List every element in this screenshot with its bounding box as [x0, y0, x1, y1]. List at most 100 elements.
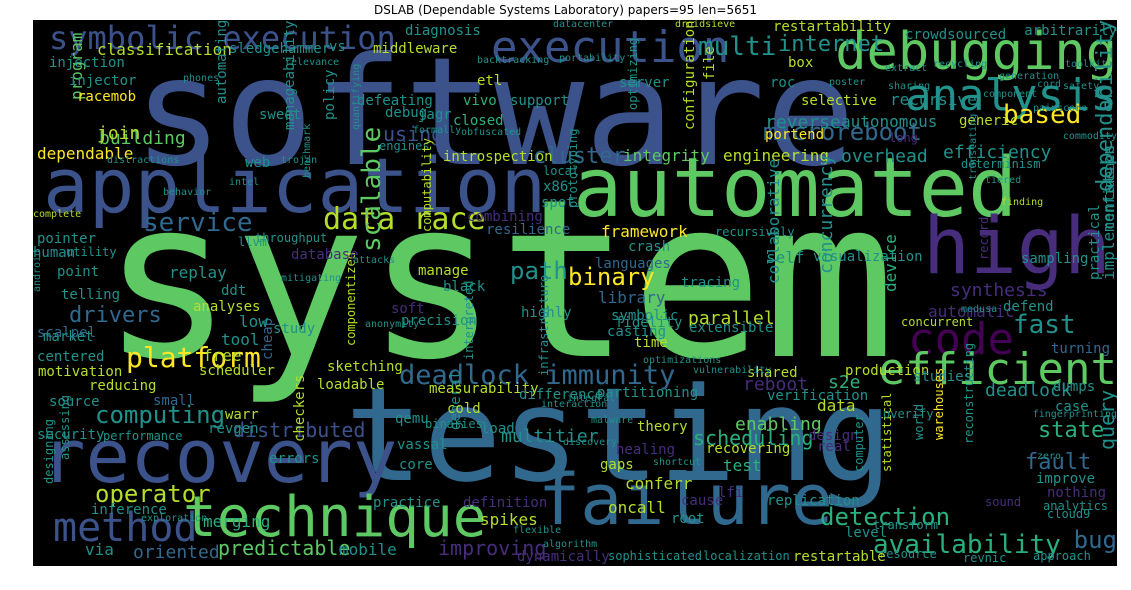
word-oriented: oriented: [133, 542, 220, 563]
word-resource: resource: [879, 547, 937, 561]
word-spot: spot: [541, 195, 575, 211]
word-commodity: commodity: [1062, 131, 1117, 142]
word-policy: policy: [322, 69, 338, 120]
word-warr: warr: [225, 407, 259, 423]
word-black: black: [443, 279, 486, 295]
word-automating: automating: [214, 20, 230, 105]
word-classification: classification: [97, 40, 232, 59]
word-sharing: sharing: [888, 81, 931, 92]
word-technique: technique: [183, 485, 487, 550]
word-real: real: [817, 439, 851, 455]
word-bug: bug: [1073, 526, 1117, 554]
word-multi: multi: [698, 32, 777, 62]
word-loadable: loadable: [317, 377, 385, 393]
word-extensible: extensible: [689, 320, 774, 336]
word-revgen: revgen: [208, 421, 259, 437]
word-sketching: sketching: [327, 359, 403, 375]
word-component: component: [983, 89, 1038, 100]
word-behavior: behavior: [163, 187, 212, 198]
word-building: building: [99, 128, 186, 149]
word-human: human: [33, 245, 76, 261]
word-flexible: flexible: [513, 525, 562, 536]
word-scalpel: scalpel: [37, 325, 97, 341]
word-symbolic: symbolic: [611, 308, 679, 324]
word-engineering: engineering: [723, 146, 829, 165]
word-integrity: integrity: [623, 146, 710, 165]
word-gaps: gaps: [600, 457, 634, 473]
word-manage: manage: [418, 263, 469, 279]
word-assessing: assessing: [58, 394, 72, 460]
word-root: root: [671, 511, 705, 527]
word-join: join: [97, 123, 141, 144]
word-recursive: recursive: [890, 90, 977, 109]
word-security: security: [37, 427, 105, 443]
word-roc: roc: [770, 75, 796, 91]
word-internet: internet: [778, 32, 884, 57]
word-scheduling: scheduling: [693, 426, 814, 450]
word-generation: generation: [999, 71, 1060, 82]
word-centered: centered: [37, 349, 105, 365]
word-theory: theory: [637, 419, 688, 435]
word-operator: operator: [95, 480, 211, 508]
word-system: system: [101, 152, 896, 408]
word-fault: fault: [1025, 450, 1092, 475]
word-cluster: cluster: [533, 144, 626, 169]
word-qemu: qemu: [395, 411, 429, 427]
word-droidsieve: droidsieve: [675, 20, 736, 30]
word-parallel: parallel: [688, 308, 775, 329]
word-cold: cold: [447, 401, 481, 417]
word-closed: closed: [453, 113, 504, 129]
word-combining: combining: [467, 209, 543, 225]
word-device: device: [881, 234, 900, 292]
word-cloud: system software testing automated applicatio…: [33, 20, 1117, 566]
word-record: record: [977, 216, 991, 260]
word-confidence: confidence: [1102, 145, 1117, 230]
word-extract: extract: [885, 63, 928, 74]
word-tiered: tiered: [985, 175, 1022, 186]
word-recycling: recycling: [933, 59, 988, 70]
word-based: based: [1003, 100, 1082, 130]
word-distributed: distributed: [233, 418, 366, 442]
word-complete: complete: [33, 209, 82, 220]
word-source: source: [49, 394, 100, 410]
word-finding: finding: [1001, 197, 1044, 208]
word-designing: designing: [42, 418, 56, 484]
word-market: market: [43, 329, 94, 345]
word-automatic: automatic: [928, 302, 1015, 321]
word-vivo: vivo: [463, 93, 497, 109]
word-toolkit: toolkit: [1065, 59, 1108, 70]
word-data: data: [817, 396, 856, 415]
word-difference: difference: [519, 387, 604, 403]
word-injector: injector: [69, 73, 137, 89]
word-binary: binary: [568, 263, 655, 291]
word-formally: formally: [413, 125, 462, 136]
word-benchmark: benchmark: [302, 123, 313, 178]
word-core: core: [399, 457, 433, 473]
word-approach: approach: [1033, 549, 1091, 563]
word-poster: poster: [829, 77, 866, 88]
word-restartability: restartability: [773, 20, 892, 35]
word-highly: highly: [521, 305, 572, 321]
word-web: web: [245, 155, 271, 171]
word-small: small: [153, 393, 196, 409]
word-enabling: enabling: [735, 414, 822, 435]
word-improving: improving: [438, 536, 547, 560]
word-optimizations: optimizations: [643, 355, 722, 366]
word-measurability: measurability: [429, 381, 539, 397]
word-design: design: [808, 428, 859, 444]
word-attacks: attacks: [353, 255, 396, 266]
word-studies: studies: [913, 369, 973, 385]
word-precision: precision: [401, 313, 477, 329]
word-drivers: drivers: [69, 303, 162, 328]
word-availability: availability: [873, 530, 1061, 560]
word-file: file: [702, 46, 718, 80]
word-pointer: pointer: [37, 231, 97, 247]
word-shared: shared: [747, 365, 798, 381]
word-reboot: reboot: [743, 374, 809, 395]
word-recursively: recursively: [715, 225, 795, 239]
word-practice: practice: [373, 495, 441, 511]
word-server: server: [619, 75, 670, 91]
word-practical: practical: [1087, 204, 1103, 280]
word-concurrent: concurrent: [901, 315, 974, 329]
word-testing: testing: [345, 359, 893, 511]
